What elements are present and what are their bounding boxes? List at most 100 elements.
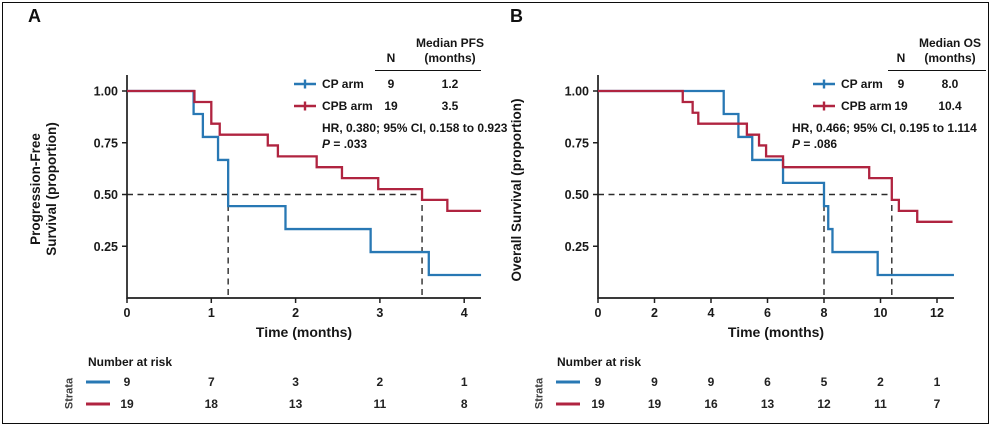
panel-b-y-tick-label: 0.75 <box>565 136 589 150</box>
panel-b-risk-count-cpb: 11 <box>874 397 887 411</box>
panel-b-strata-label: Strata <box>533 377 546 410</box>
panel-a-y-axis-title: Progression-Free Survival (proportion) <box>28 122 59 256</box>
cpb-arm-n: 19 <box>384 99 398 113</box>
panel-a-x-tick-label: 1 <box>208 306 215 320</box>
panel-a-risk-count-cpb: 8 <box>460 397 468 411</box>
panel-b-cp-curve <box>598 89 954 277</box>
panel-a-legend-row-cpb: CPB arm 19 3.5 <box>293 95 493 117</box>
panel-b-legend-row-cp: CP arm 9 8.0 <box>812 73 988 95</box>
legend-header-rule <box>375 70 481 71</box>
panel-a-y-tick-label: 0.50 <box>94 188 118 202</box>
panel-b-hr-text: HR, 0.466; 95% CI, 0.195 to 1.114 <box>792 121 977 135</box>
panel-b-risk-count-cpb: 16 <box>704 397 718 411</box>
panel-b-x-tick-label: 10 <box>874 306 888 320</box>
panel-b-risk-count-cpb: 7 <box>933 397 941 411</box>
panel-b-x-tick-label: 6 <box>764 306 771 320</box>
panel-b-x-tick-label: 4 <box>708 306 715 320</box>
panel-a-x-tick-label: 2 <box>292 306 299 320</box>
panel-a-median-header: Median PFS <box>415 36 484 50</box>
panel-b-y-axis-title: Overall Survival (proportion) <box>509 98 524 282</box>
panel-a-number-at-risk-title: Number at risk <box>88 355 173 369</box>
cp-arm-label: CP arm <box>841 77 883 91</box>
cp-arm-median-os: 8.0 <box>941 77 959 91</box>
cpb-arm-n: 19 <box>894 99 908 113</box>
panel-a-risk-count-cp: 9 <box>123 375 131 389</box>
panel-a-risk-count-cp: 3 <box>292 375 299 389</box>
panel-a-legend: Median PFS N (months) CP arm 9 1.2 CPB a… <box>293 36 493 117</box>
panel-a-legend-row-cp: CP arm 9 1.2 <box>293 73 493 95</box>
panel-a-p-label: P <box>322 136 331 151</box>
panel-a-x-axis-title: Time (months) <box>255 324 353 340</box>
cpb-arm-label: CPB arm <box>322 99 373 113</box>
panel-a-x-tick-label: 4 <box>461 306 468 320</box>
panel-a-y-tick-label: 0.25 <box>94 240 118 254</box>
panel-a-cpb-curve <box>127 89 482 213</box>
cp-arm-swatch-icon <box>86 380 110 384</box>
panel-b-risk-count-cp: 1 <box>933 375 941 389</box>
panel-a-y-tick-label: 0.75 <box>94 136 118 150</box>
panel-b-median-header: Median OS <box>918 36 981 50</box>
cp-arm-label: CP arm <box>322 77 364 91</box>
panel-b-risk-count-cp: 6 <box>764 375 771 389</box>
panel-b-x-tick-label: 12 <box>930 306 944 320</box>
legend-header-rule <box>888 70 986 71</box>
panel-a-x-tick-label: 3 <box>376 306 383 320</box>
panel-b-p-label: P <box>792 136 801 151</box>
panel-b-stats: HR, 0.466; 95% CI, 0.195 to 1.114 P = .0… <box>792 121 977 152</box>
panel-b-y-tick-label: 0.25 <box>565 240 589 254</box>
panel-a-risk-count-cpb: 18 <box>204 397 218 411</box>
cp-arm-line-marker-icon <box>813 79 835 89</box>
panel-b-risk-count-cp: 9 <box>651 375 658 389</box>
panel-a-risk-count-cpb: 11 <box>373 397 387 411</box>
panel-b-label: B <box>510 6 523 26</box>
panel-b-n-header: N <box>896 51 906 65</box>
panel-b-risk-count-cp: 9 <box>594 375 602 389</box>
panel-b-x-tick-label: 2 <box>651 306 658 320</box>
panel-a-hr-text: HR, 0.380; 95% CI, 0.158 to 0.923 <box>322 121 508 135</box>
panel-a-strata-label: Strata <box>63 377 76 410</box>
panel-b-x-tick-label: 8 <box>821 306 828 320</box>
panel-a-y-tick-label: 1.00 <box>94 85 118 99</box>
panel-b-legend-row-cpb: CPB arm 19 10.4 <box>812 95 988 117</box>
panel-b-x-axis-title: Time (months) <box>727 324 825 340</box>
cpb-arm-line-marker-icon <box>294 101 316 111</box>
panel-b-risk-count-cp: 5 <box>820 375 828 389</box>
panel-b-risk-count-cp: 9 <box>707 375 715 389</box>
cpb-arm-label: CPB arm <box>841 99 892 113</box>
cpb-arm-median-os: 10.4 <box>938 99 962 113</box>
panel-a-risk-count-cpb: 13 <box>288 397 303 411</box>
cpb-arm-swatch-icon <box>86 402 110 406</box>
panel-b-legend: Median OS N (months) CP arm 9 8.0 CPB ar… <box>812 36 988 117</box>
panel-a-cp-curve <box>127 89 482 277</box>
panel-a-p-value: = .033 <box>330 136 368 151</box>
panel-a-risk-count-cp: 2 <box>376 375 384 389</box>
cpb-arm-line-marker-icon <box>813 101 835 111</box>
panel-a-stats: HR, 0.380; 95% CI, 0.158 to 0.923 P = .0… <box>322 121 507 152</box>
panel-b-y-tick-label: 0.50 <box>565 188 589 202</box>
panel-a-n-header: N <box>386 51 396 65</box>
panel-b-p-value: = .086 <box>800 136 838 151</box>
panel-b-risk-count-cpb: 12 <box>817 397 831 411</box>
panel-a-risk-count-cp: 1 <box>460 375 468 389</box>
panel-a-months-header: (months) <box>424 51 476 65</box>
panel-b-months-header: (months) <box>924 51 976 65</box>
panel-b-cpb-curve <box>598 89 953 223</box>
cpb-arm-median-pfs: 3.5 <box>441 99 459 113</box>
panel-a-label: A <box>28 6 41 26</box>
panel-b-y-tick-label: 1.00 <box>565 85 589 99</box>
cp-arm-line-marker-icon <box>294 79 316 89</box>
panel-a-x-tick-label: 0 <box>124 306 131 320</box>
cp-arm-n: 9 <box>897 77 905 91</box>
cp-arm-median-pfs: 1.2 <box>441 77 459 91</box>
cpb-arm-swatch-icon <box>556 402 580 406</box>
panel-b-risk-count-cpb: 19 <box>591 397 605 411</box>
panel-b-risk-count-cpb: 13 <box>760 397 775 411</box>
cp-arm-swatch-icon <box>556 380 580 384</box>
panel-b-risk-count-cpb: 19 <box>647 397 662 411</box>
panel-b-number-at-risk-title: Number at risk <box>557 355 642 369</box>
panel-b-x-tick-label: 0 <box>595 306 602 320</box>
cp-arm-n: 9 <box>387 77 395 91</box>
panel-a-risk-count-cpb: 19 <box>120 397 134 411</box>
